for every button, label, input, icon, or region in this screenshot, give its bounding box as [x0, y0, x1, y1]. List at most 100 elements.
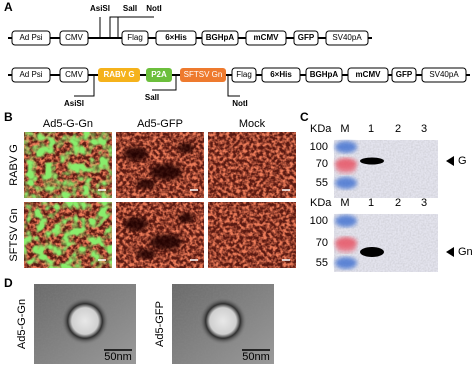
blot-unit: KDa — [310, 123, 332, 135]
lane-label: 3 — [421, 197, 427, 209]
gene-box — [59, 30, 89, 46]
marker-band — [335, 141, 357, 153]
site-tick — [117, 16, 154, 38]
marker-label: 55 — [316, 257, 328, 269]
gene-label: SV40pA — [429, 70, 459, 79]
lane-label: 1 — [368, 123, 374, 135]
gene-label: RABV G — [103, 70, 134, 79]
column-label: Ad5-GFP — [137, 118, 183, 130]
site-label: NotI — [146, 4, 162, 13]
gene-box — [261, 67, 301, 83]
gene-label: SFTSV Gn — [184, 70, 223, 79]
protein-band — [360, 247, 384, 257]
gene-box — [325, 30, 369, 46]
gene-label: CMV — [65, 33, 83, 42]
stain-green — [24, 202, 112, 268]
dark-patch — [150, 234, 182, 250]
scale-label: 50nm — [104, 351, 132, 363]
marker-label: 100 — [310, 215, 328, 227]
gene-label: Ad Psi — [19, 70, 42, 79]
gene-box — [121, 30, 149, 46]
dark-patch — [124, 217, 148, 231]
column-label: Mock — [239, 118, 266, 130]
lane-label: 2 — [395, 197, 401, 209]
gene-label: GFP — [298, 33, 315, 42]
site-label: AsiSI — [90, 4, 110, 13]
gene-box — [98, 68, 140, 82]
lane-label: 3 — [421, 123, 427, 135]
lane-label: M — [340, 197, 349, 209]
gene-box — [201, 30, 239, 46]
site-tick — [152, 75, 177, 91]
virion — [61, 297, 109, 345]
panel-label: D — [4, 276, 13, 290]
band-arrow — [446, 247, 454, 257]
site-tick — [227, 75, 240, 97]
dark-patch — [136, 179, 156, 189]
gene-box — [293, 30, 319, 46]
marker-label: 100 — [310, 141, 328, 153]
dark-patch — [136, 249, 156, 259]
gene-box — [180, 68, 226, 82]
gene-label: P2A — [151, 70, 167, 79]
gene-box — [231, 67, 257, 83]
blot-unit: KDa — [310, 197, 332, 209]
gene-label: 6×His — [270, 70, 292, 79]
lane-label: 1 — [368, 197, 374, 209]
site-label: SalI — [123, 4, 137, 13]
gene-box — [146, 68, 172, 82]
site-label: SalI — [145, 93, 159, 102]
gene-box — [245, 30, 287, 46]
gene-label: Flag — [127, 33, 143, 42]
gene-label: 6×His — [165, 33, 187, 42]
dark-patch — [178, 213, 194, 223]
marker-band — [335, 177, 357, 189]
dark-patch — [124, 147, 148, 161]
panel-label: C — [300, 110, 309, 124]
lane-label: M — [340, 123, 349, 135]
row-label: RABV G — [8, 144, 20, 186]
em-label: Ad5-G-Gn — [16, 299, 28, 349]
gene-box — [59, 67, 89, 83]
stain-green — [24, 132, 112, 198]
stain-red — [208, 202, 296, 268]
band-label: Gn — [458, 246, 473, 258]
marker-smear — [336, 164, 356, 174]
gene-box — [11, 67, 51, 83]
stain-red — [208, 132, 296, 198]
em-label: Ad5-GFP — [154, 301, 166, 347]
dark-patch — [178, 143, 194, 153]
column-label: Ad5-G-Gn — [43, 118, 93, 130]
gene-label: mCMV — [356, 70, 382, 79]
site-tick — [74, 75, 95, 97]
gene-label: mCMV — [254, 33, 280, 42]
marker-label: 70 — [316, 158, 328, 170]
marker-label: 70 — [316, 237, 328, 249]
gene-label: CMV — [65, 70, 83, 79]
gene-label: Ad Psi — [19, 33, 42, 42]
panel-label: A — [4, 0, 13, 14]
marker-band — [335, 215, 357, 227]
gene-label: BGHpA — [206, 33, 235, 42]
virion — [199, 297, 247, 345]
protein-band — [360, 157, 384, 165]
band-arrow — [446, 156, 454, 166]
site-label: NotI — [232, 99, 248, 108]
row-label: SFTSV Gn — [8, 208, 20, 261]
gene-box — [11, 30, 51, 46]
marker-label: 55 — [316, 177, 328, 189]
gene-box — [391, 67, 417, 83]
gene-box — [347, 67, 389, 83]
band-label: G — [458, 155, 467, 167]
gene-label: SV40pA — [332, 33, 362, 42]
marker-smear — [336, 243, 356, 253]
lane-label: 2 — [395, 123, 401, 135]
scale-label: 50nm — [242, 351, 270, 363]
dark-patch — [150, 164, 182, 180]
gene-label: Flag — [236, 70, 252, 79]
gene-label: BGHpA — [310, 70, 339, 79]
gene-box — [421, 67, 467, 83]
gene-label: GFP — [396, 70, 413, 79]
